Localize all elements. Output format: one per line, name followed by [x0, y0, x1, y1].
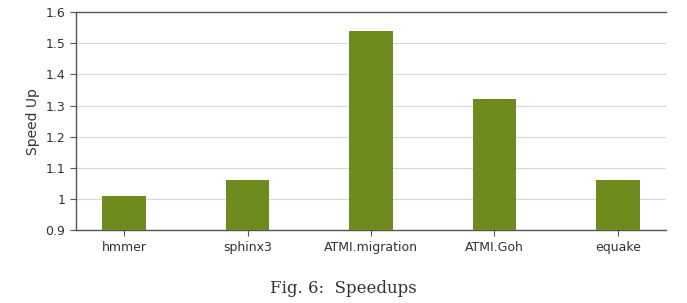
Bar [226, 180, 269, 303]
Text: Fig. 6:  Speedups: Fig. 6: Speedups [270, 280, 417, 297]
Bar [596, 180, 640, 303]
Bar [350, 31, 392, 303]
Bar [102, 196, 146, 303]
Bar [473, 99, 516, 303]
Y-axis label: Speed Up: Speed Up [25, 88, 40, 155]
